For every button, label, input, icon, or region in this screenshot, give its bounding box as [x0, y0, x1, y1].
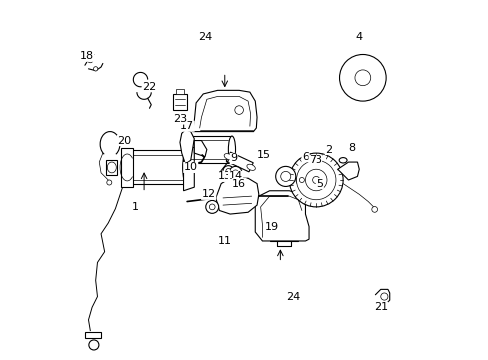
- Polygon shape: [176, 89, 183, 94]
- Text: 2: 2: [325, 144, 332, 154]
- Circle shape: [234, 106, 243, 114]
- Ellipse shape: [122, 150, 130, 184]
- Text: 18: 18: [80, 51, 94, 61]
- Text: 22: 22: [142, 82, 156, 92]
- Circle shape: [296, 174, 307, 186]
- Circle shape: [354, 70, 370, 86]
- Circle shape: [225, 168, 230, 174]
- Circle shape: [93, 67, 98, 71]
- Polygon shape: [180, 130, 194, 164]
- Text: 13: 13: [217, 171, 231, 181]
- Ellipse shape: [182, 150, 191, 184]
- Circle shape: [371, 207, 377, 212]
- Circle shape: [339, 54, 386, 101]
- Circle shape: [275, 166, 295, 186]
- Circle shape: [106, 180, 112, 185]
- Text: 5: 5: [316, 179, 323, 189]
- Text: 20: 20: [117, 136, 131, 145]
- Circle shape: [299, 177, 304, 183]
- Polygon shape: [85, 332, 101, 338]
- Polygon shape: [126, 150, 187, 184]
- Text: 9: 9: [230, 153, 237, 163]
- Text: 23: 23: [173, 114, 186, 124]
- Polygon shape: [172, 94, 187, 110]
- Circle shape: [89, 340, 99, 350]
- Text: 8: 8: [348, 143, 355, 153]
- Circle shape: [312, 176, 319, 184]
- Ellipse shape: [339, 158, 346, 163]
- Ellipse shape: [228, 136, 235, 163]
- Circle shape: [228, 166, 242, 179]
- Circle shape: [232, 170, 238, 176]
- Polygon shape: [215, 178, 258, 214]
- Text: 1: 1: [131, 202, 138, 212]
- Circle shape: [289, 153, 343, 207]
- Text: 24: 24: [198, 32, 212, 41]
- Polygon shape: [194, 140, 206, 157]
- Text: 14: 14: [228, 171, 242, 181]
- Text: 7: 7: [308, 155, 316, 165]
- Text: 6: 6: [302, 152, 308, 162]
- Text: 4: 4: [355, 32, 362, 41]
- Ellipse shape: [246, 164, 255, 170]
- Circle shape: [280, 171, 290, 181]
- Text: 12: 12: [201, 189, 215, 199]
- Circle shape: [87, 57, 93, 63]
- Polygon shape: [192, 90, 257, 132]
- Circle shape: [305, 169, 326, 191]
- Text: 16: 16: [232, 179, 245, 189]
- Ellipse shape: [224, 154, 232, 160]
- Circle shape: [205, 201, 218, 213]
- Polygon shape: [226, 152, 253, 172]
- Polygon shape: [121, 148, 133, 187]
- Circle shape: [380, 293, 387, 300]
- Text: 11: 11: [217, 236, 231, 246]
- Polygon shape: [106, 159, 117, 175]
- Text: 21: 21: [373, 302, 387, 312]
- Text: 15: 15: [257, 150, 271, 160]
- Text: 10: 10: [183, 162, 197, 172]
- Text: 24: 24: [285, 292, 300, 302]
- Text: 17: 17: [180, 121, 194, 131]
- Polygon shape: [183, 144, 194, 191]
- Circle shape: [223, 166, 233, 176]
- Text: 19: 19: [264, 222, 278, 231]
- Circle shape: [209, 204, 215, 210]
- Polygon shape: [185, 136, 231, 163]
- Polygon shape: [337, 162, 359, 180]
- Polygon shape: [255, 191, 308, 241]
- Text: 3: 3: [314, 155, 321, 165]
- Circle shape: [296, 160, 335, 200]
